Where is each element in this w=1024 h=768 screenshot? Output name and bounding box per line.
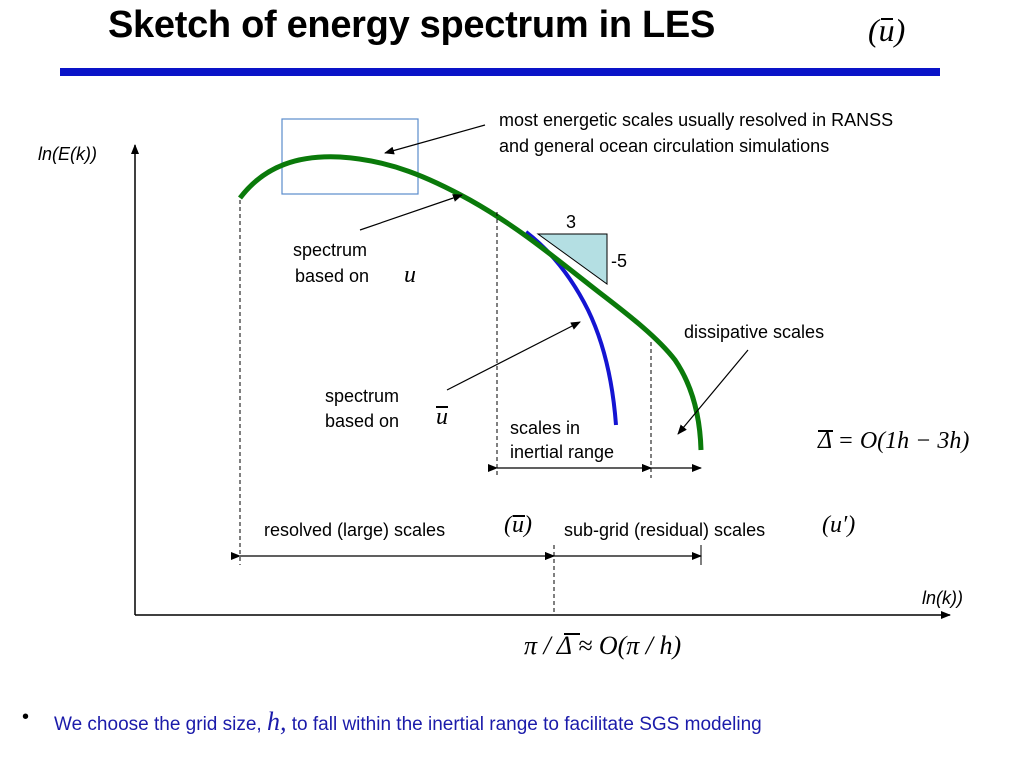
green-spectrum-curve [238,154,704,451]
title-rule [60,68,940,76]
overbar [880,18,893,20]
subgrid-scales-symbol: (u′) [822,512,856,538]
pointer-spectrum-u [359,194,463,231]
slope-side-label: -5 [611,251,628,271]
bullet-text-after: to fall within the inertial range to fac… [291,714,762,735]
slope-triangle [536,233,608,285]
pointer-dissipative [677,349,749,435]
overbar [513,515,525,517]
spectrum-u-label-line1: spectrum [293,240,368,260]
bullet-h-symbol: h, [266,707,287,736]
slope-top-label: 3 [566,212,577,232]
bullet-marker: • [22,706,30,728]
pointer-energetic [384,124,486,155]
spectrum-u-label-line2: based on [295,266,370,286]
bullet-text-before: We choose the grid size, [54,714,262,735]
spectrum-ubar-symbol: u [436,404,448,430]
energetic-annotation-line1: most energetic scales usually resolved i… [499,110,894,130]
pointer-spectrum-ubar [446,321,581,391]
bullet-text: We choose the grid size, h, to fall with… [54,707,762,737]
spectrum-ubar-label-line1: spectrum [325,386,400,406]
inertial-label-line2: inertial range [510,442,615,462]
spectrum-ubar-label-line2: based on [325,411,400,431]
x-axis-label: ln(k)) [922,588,963,608]
energetic-annotation-line2: and general ocean circulation simulation… [499,136,830,156]
title-math-ubar: (u) [868,12,906,48]
subgrid-scales-label: sub-grid (residual) scales [564,520,766,540]
delta-formula: Δ = O(1h − 3h) [818,428,970,454]
spectrum-u-symbol: u [404,262,416,288]
resolved-scales-symbol: (u) [504,512,532,538]
bottom-formula: π / Δ ≈ O(π / h) [524,631,682,660]
energetic-scales-box [281,118,419,195]
overbar [564,633,580,635]
dissipative-label: dissipative scales [684,322,825,342]
y-axis-label: ln(E(k)) [38,144,97,164]
page-title: Sketch of energy spectrum in LES [108,4,716,46]
overbar [818,430,833,432]
overbar [436,406,448,408]
resolved-scales-label: resolved (large) scales [264,520,446,540]
inertial-label-line1: scales in [510,418,581,438]
